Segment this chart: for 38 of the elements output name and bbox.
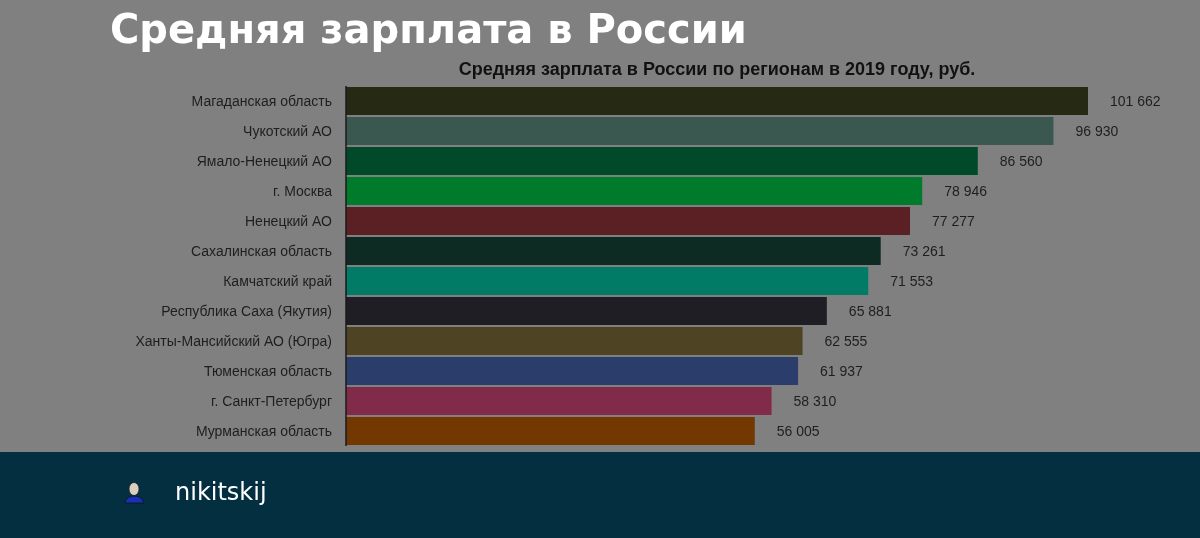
y-tick-label: Магаданская область: [191, 92, 332, 109]
bar: [346, 207, 911, 235]
bar: [346, 177, 923, 205]
y-tick-label: Ямало-Ненецкий АО: [196, 152, 333, 169]
bar: [346, 237, 881, 265]
bar: [346, 147, 978, 175]
bar: [346, 87, 1088, 115]
data-label: 56 005: [776, 422, 820, 439]
bar: [346, 387, 772, 415]
y-tick-label: г. Москва: [273, 182, 333, 199]
y-tick-label: Мурманская область: [195, 422, 332, 439]
bar: [346, 117, 1054, 145]
data-label: 86 560: [999, 152, 1043, 169]
y-tick-label: Тюменская область: [204, 362, 332, 379]
data-label: 78 946: [944, 182, 988, 199]
bar: [346, 417, 755, 445]
y-tick-label: Республика Саха (Якутия): [161, 302, 332, 319]
text: nikitskij: [175, 477, 267, 508]
data-label: 101 662: [1110, 92, 1161, 109]
y-tick-label: Ханты-Мансийский АО (Югра): [135, 332, 332, 349]
bar: [346, 267, 869, 295]
data-label: 96 930: [1075, 122, 1119, 139]
data-label: 62 555: [824, 332, 868, 349]
data-label: 71 553: [890, 272, 934, 289]
y-tick-label: Чукотский АО: [243, 122, 333, 139]
data-label: 65 881: [848, 302, 892, 319]
data-label: 73 261: [902, 242, 946, 259]
bar: [346, 357, 799, 385]
chart-title: Средняя зарплата в России: [110, 5, 747, 54]
y-tick-label: Сахалинская область: [191, 242, 332, 259]
data-label: 58 310: [793, 392, 837, 409]
data-label: 61 937: [820, 362, 864, 379]
y-tick-label: Ненецкий АО: [244, 212, 333, 229]
bar: [346, 327, 803, 355]
y-tick-label: г. Санкт-Петербург: [211, 392, 332, 409]
y-tick-label: Камчатский край: [223, 272, 332, 289]
chart-subtitle: Средняя зарплата в России по регионам в 2019 году, руб.: [457, 58, 977, 80]
data-label: 77 277: [932, 212, 976, 229]
